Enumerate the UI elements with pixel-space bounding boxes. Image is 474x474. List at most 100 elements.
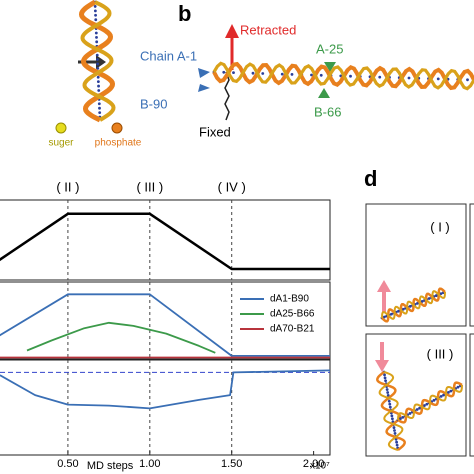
x-tick-label: 0.50 (57, 458, 78, 470)
legend-label: dA70-B21 (270, 324, 315, 335)
base (423, 404, 426, 407)
base (95, 53, 99, 57)
data-line (26, 321, 216, 354)
base (96, 58, 99, 61)
base (98, 111, 102, 115)
data-line (0, 369, 331, 410)
legend-label: dA25-B66 (270, 309, 315, 320)
snapshot-frame (469, 333, 474, 457)
strand (381, 290, 446, 320)
base (94, 13, 97, 17)
panel-letter: d (364, 166, 377, 191)
base (392, 426, 396, 429)
base (378, 75, 382, 79)
base (442, 393, 445, 397)
a25-label: A-25 (316, 41, 343, 56)
base (96, 62, 100, 66)
base (386, 394, 390, 397)
base (96, 75, 100, 79)
base (397, 309, 400, 313)
pointer (324, 62, 336, 72)
stage-label: ( III ) (427, 346, 454, 361)
plot-frame (0, 281, 331, 360)
base (385, 388, 389, 391)
base (439, 394, 443, 398)
strand (78, 0, 116, 123)
base (98, 106, 101, 110)
base (94, 31, 98, 35)
snapshot-frame (365, 333, 467, 457)
sugar-icon (55, 122, 67, 134)
base (386, 391, 390, 394)
base (97, 89, 101, 92)
base (408, 304, 412, 308)
base (94, 18, 98, 22)
base (96, 66, 100, 70)
arrow-head (375, 360, 389, 372)
strand (397, 384, 463, 421)
base (290, 73, 294, 76)
base (393, 432, 397, 435)
retracted-label: Retracted (240, 22, 296, 37)
plot-frame (0, 359, 331, 456)
base (415, 408, 419, 411)
base (384, 379, 387, 383)
base (97, 102, 101, 106)
base (401, 415, 405, 419)
b66-label: B-66 (314, 104, 341, 119)
base (388, 402, 392, 406)
strand (212, 61, 474, 91)
base (390, 414, 394, 418)
arrow-head (377, 280, 391, 292)
b90-label: B-90 (140, 96, 167, 111)
base (425, 402, 429, 406)
base (261, 72, 265, 75)
stage-label: ( I ) (430, 219, 450, 234)
base (388, 405, 392, 409)
base (434, 294, 438, 297)
base (93, 5, 97, 8)
base (95, 36, 98, 39)
data-line (0, 293, 330, 357)
base (466, 78, 469, 82)
base (383, 376, 387, 380)
base (382, 315, 386, 319)
base (399, 417, 402, 421)
x-tick-label: 2.00 (303, 458, 324, 470)
panel-letter: b (178, 1, 191, 26)
base (395, 440, 398, 444)
stage-label: ( II ) (56, 179, 79, 194)
base (310, 73, 313, 77)
snapshot-frame (469, 203, 474, 327)
base (93, 9, 97, 13)
base (420, 300, 424, 303)
pointer (318, 88, 330, 98)
base (349, 74, 352, 78)
snapshot-frame (365, 203, 467, 327)
sugar-label: suger (48, 138, 74, 149)
arrow-head (225, 24, 239, 38)
phosphate-label: phosphate (95, 138, 142, 149)
plot-frame (0, 199, 331, 281)
base (97, 84, 100, 88)
base (280, 72, 284, 76)
base (408, 412, 412, 415)
stage-label: ( III ) (136, 179, 163, 194)
base (436, 77, 440, 81)
base (391, 417, 394, 421)
legend-label: dA1-B90 (270, 294, 309, 305)
chain-label: Chain A-1 (140, 48, 197, 63)
x-tick-label: 1.00 (139, 458, 160, 470)
base (390, 312, 393, 316)
phosphate-icon (111, 122, 123, 134)
x-tick-label: 1.50 (221, 458, 242, 470)
base (96, 80, 100, 84)
strand (378, 371, 404, 451)
base (395, 443, 399, 447)
pointer (198, 84, 210, 92)
fixed-label: Fixed (199, 124, 231, 139)
spring (224, 71, 230, 121)
arrow-head (96, 55, 106, 69)
base (449, 389, 453, 393)
base (432, 398, 436, 402)
